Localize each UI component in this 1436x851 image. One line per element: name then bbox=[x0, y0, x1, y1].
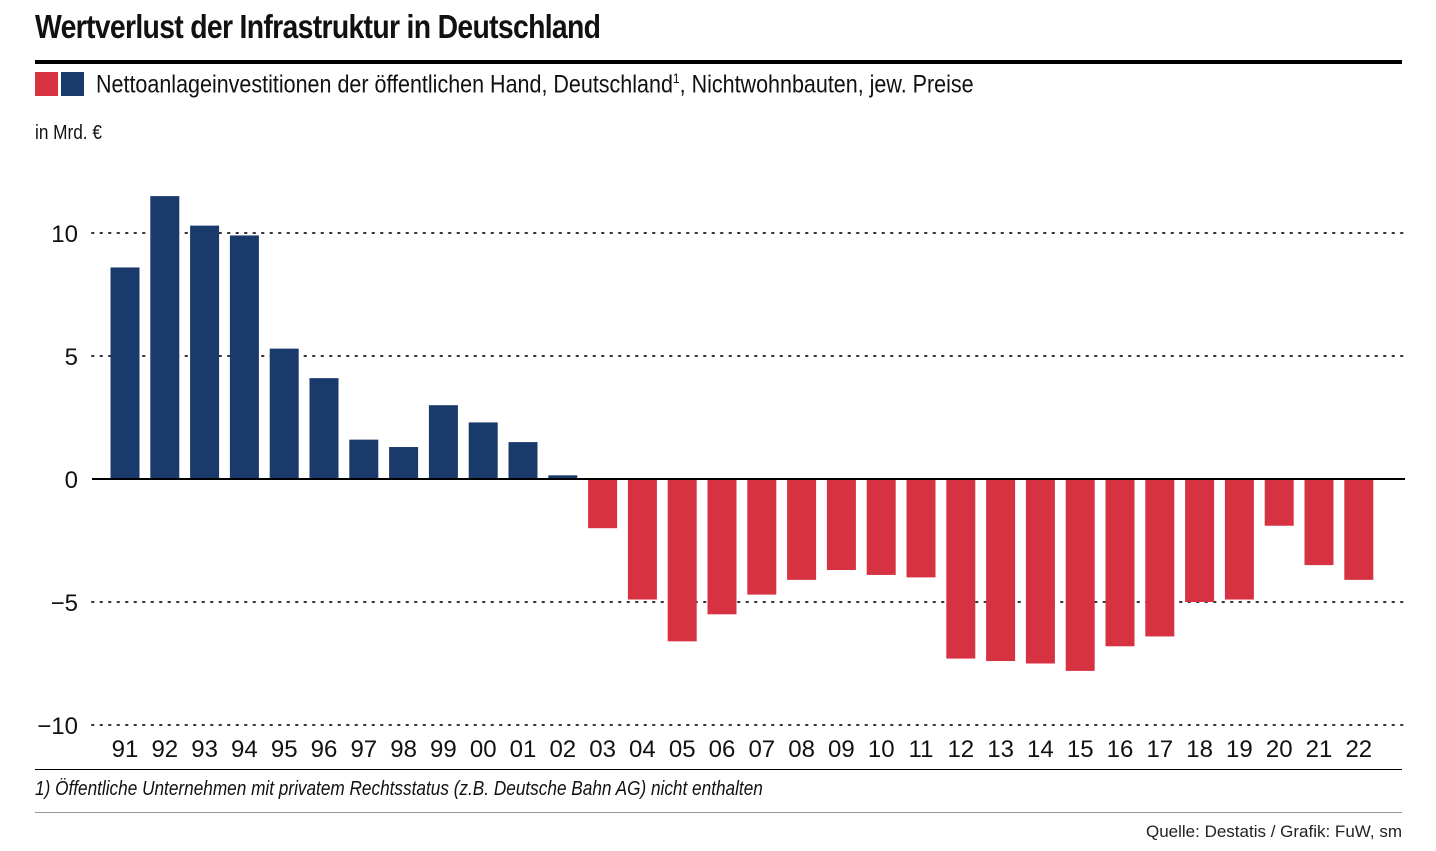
footnote-rule bbox=[35, 769, 1402, 770]
source-rule bbox=[35, 812, 1402, 813]
legend-text: Nettoanlageinvestitionen der öffentliche… bbox=[96, 70, 974, 99]
bar-00 bbox=[468, 422, 498, 479]
y-axis-ticks: 10 5 0 −5 −10 bbox=[37, 221, 78, 740]
legend-text-main: Nettoanlageinvestitionen der öffentliche… bbox=[96, 70, 673, 99]
x-tick-label: 95 bbox=[271, 736, 298, 763]
y-tick-label: −5 bbox=[51, 590, 78, 617]
x-tick-label: 08 bbox=[788, 736, 815, 763]
x-tick-label: 18 bbox=[1186, 736, 1213, 763]
x-tick-label: 12 bbox=[947, 736, 974, 763]
bar-99 bbox=[428, 405, 458, 479]
x-tick-label: 11 bbox=[909, 736, 934, 763]
bar-15 bbox=[1065, 479, 1095, 671]
x-tick-label: 91 bbox=[112, 736, 139, 763]
bar-08 bbox=[787, 479, 817, 580]
bar-18 bbox=[1185, 479, 1215, 602]
x-tick-label: 19 bbox=[1226, 736, 1253, 763]
bar-11 bbox=[906, 479, 936, 578]
x-tick-label: 06 bbox=[709, 736, 736, 763]
x-tick-label: 09 bbox=[828, 736, 855, 763]
source-credit: Quelle: Destatis / Grafik: FuW, sm bbox=[1145, 822, 1402, 841]
x-tick-label: 99 bbox=[430, 736, 457, 763]
y-axis-unit-label: in Mrd. € bbox=[35, 122, 102, 144]
bar-12 bbox=[946, 479, 976, 659]
bars bbox=[110, 196, 1374, 671]
bar-03 bbox=[588, 479, 618, 529]
x-tick-label: 21 bbox=[1306, 736, 1333, 763]
x-tick-label: 94 bbox=[231, 736, 258, 763]
y-tick-label: 10 bbox=[51, 221, 78, 248]
footnote: 1) Öffentliche Unternehmen mit privatem … bbox=[35, 778, 763, 800]
x-tick-label: 05 bbox=[669, 736, 696, 763]
legend-swatch-positive bbox=[61, 72, 84, 96]
bar-20 bbox=[1264, 479, 1294, 526]
bar-10 bbox=[866, 479, 896, 575]
bar-97 bbox=[349, 439, 379, 479]
bar-06 bbox=[707, 479, 737, 615]
bar-95 bbox=[269, 348, 299, 479]
x-tick-label: 07 bbox=[748, 736, 775, 763]
y-tick-label: 5 bbox=[65, 344, 78, 371]
bar-07 bbox=[747, 479, 777, 595]
x-tick-label: 02 bbox=[549, 736, 576, 763]
y-tick-label: −10 bbox=[37, 713, 78, 740]
x-tick-label: 13 bbox=[987, 736, 1014, 763]
y-tick-label: 0 bbox=[65, 467, 78, 494]
bar-13 bbox=[986, 479, 1016, 662]
x-tick-label: 92 bbox=[151, 736, 178, 763]
title-rule bbox=[35, 60, 1402, 64]
x-tick-label: 97 bbox=[350, 736, 377, 763]
legend-swatch-negative bbox=[35, 72, 58, 96]
chart-title: Wertverlust der Infrastruktur in Deutsch… bbox=[35, 8, 601, 45]
legend-text-rest: , Nichtwohnbauten, jew. Preise bbox=[679, 70, 974, 99]
bar-02 bbox=[548, 475, 578, 479]
x-tick-label: 98 bbox=[390, 736, 417, 763]
x-tick-label: 14 bbox=[1027, 736, 1054, 763]
x-tick-label: 03 bbox=[589, 736, 616, 763]
bar-92 bbox=[150, 196, 180, 479]
bar-93 bbox=[190, 225, 220, 479]
x-tick-label: 16 bbox=[1107, 736, 1134, 763]
gridlines bbox=[91, 232, 1406, 726]
x-tick-label: 22 bbox=[1345, 736, 1372, 763]
bar-22 bbox=[1344, 479, 1374, 580]
bar-05 bbox=[667, 479, 697, 642]
x-tick-label: 96 bbox=[311, 736, 338, 763]
bar-01 bbox=[508, 442, 538, 479]
x-tick-label: 20 bbox=[1266, 736, 1293, 763]
bar-09 bbox=[826, 479, 856, 571]
bar-19 bbox=[1224, 479, 1254, 600]
bar-96 bbox=[309, 378, 339, 479]
x-tick-label: 15 bbox=[1067, 736, 1094, 763]
bar-94 bbox=[229, 235, 259, 479]
x-tick-label: 17 bbox=[1146, 736, 1173, 763]
x-tick-label: 10 bbox=[868, 736, 895, 763]
bar-04 bbox=[627, 479, 657, 600]
bar-98 bbox=[389, 447, 419, 479]
x-tick-label: 93 bbox=[191, 736, 218, 763]
x-tick-label: 01 bbox=[510, 736, 537, 763]
bar-17 bbox=[1145, 479, 1175, 637]
x-axis-ticks: 91 92 93 94 95 96 97 98 99 00 01 02 03 04 05 06 07 08 09 10… bbox=[112, 736, 1373, 763]
x-tick-label: 00 bbox=[470, 736, 497, 763]
bar-91 bbox=[110, 267, 140, 479]
x-tick-label: 04 bbox=[629, 736, 656, 763]
bar-14 bbox=[1025, 479, 1055, 664]
bar-21 bbox=[1304, 479, 1334, 566]
legend-footnote-marker: 1 bbox=[672, 70, 680, 86]
bar-16 bbox=[1105, 479, 1135, 647]
